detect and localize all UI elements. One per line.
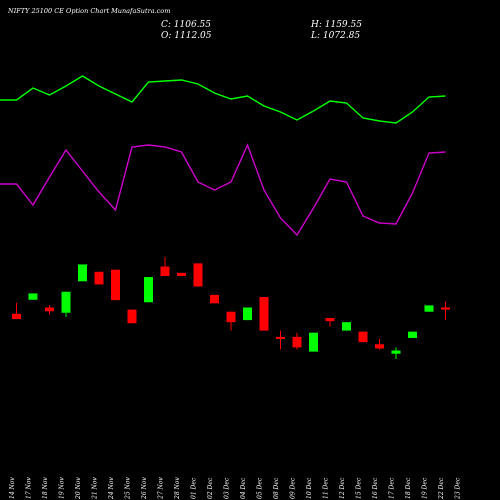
- x-tick-label: 22 Dec: [438, 477, 445, 500]
- x-tick-label: 17 Dec: [389, 477, 396, 499]
- x-tick-label: 15 Dec: [356, 477, 363, 499]
- candle-body: [226, 311, 236, 323]
- x-tick-label: 17 Nov: [26, 477, 33, 499]
- candle-body: [342, 322, 351, 331]
- candle-body: [309, 332, 318, 352]
- candle-body: [292, 336, 302, 348]
- candle-body: [358, 331, 368, 343]
- x-tick-label: 24 Nov: [108, 477, 115, 500]
- x-tick-label: 08 Dec: [273, 477, 280, 499]
- candle-body: [12, 313, 21, 320]
- x-tick-label: 19 Dec: [422, 477, 429, 499]
- candle-body: [193, 263, 203, 287]
- candle-body: [111, 269, 120, 301]
- close-label: C: 1106.55: [161, 20, 211, 30]
- candle-body: [45, 307, 54, 312]
- candle-body: [375, 344, 384, 349]
- x-tick-label: 01 Dec: [191, 477, 198, 499]
- x-tick-label: 10 Dec: [306, 477, 313, 499]
- candle-body: [144, 277, 153, 303]
- indicator-line-2: [0, 143, 446, 237]
- x-tick-label: 09 Dec: [290, 477, 297, 499]
- x-tick-label: 19 Nov: [59, 477, 66, 499]
- candle-body: [78, 264, 87, 282]
- x-tick-label: 18 Dec: [405, 477, 412, 499]
- x-tick-label: 25 Nov: [125, 477, 132, 500]
- candle-body: [276, 336, 285, 339]
- high-label: H: 1159.55: [310, 20, 362, 30]
- x-tick-label: 05 Dec: [257, 477, 264, 499]
- candles: [12, 257, 450, 359]
- candle-body: [259, 297, 269, 331]
- open-label: O: 1112.05: [161, 31, 212, 41]
- candle-body: [177, 272, 186, 276]
- candle-body: [94, 271, 104, 285]
- candle-body: [243, 307, 252, 321]
- x-tick-label: 12 Dec: [339, 477, 346, 499]
- x-tick-label: 23 Dec: [455, 477, 462, 500]
- x-axis-labels: 14 Nov 17 Nov 18 Nov 19 Nov 20 Nov 21 Nov 24 N…: [9, 477, 462, 500]
- candle-body: [28, 293, 38, 300]
- candle-body: [127, 309, 137, 324]
- x-tick-label: 21 Nov: [92, 477, 99, 500]
- x-tick-label: 03 Dec: [224, 477, 231, 499]
- x-tick-label: 16 Dec: [372, 477, 379, 499]
- candle-body: [210, 294, 219, 304]
- candle-body: [160, 266, 170, 276]
- x-tick-label: 04 Dec: [240, 477, 247, 499]
- x-tick-label: 18 Nov: [42, 477, 49, 499]
- candle-body: [408, 331, 417, 338]
- x-tick-label: 27 Nov: [158, 477, 165, 500]
- candle-body: [325, 318, 335, 322]
- chart-title: NIFTY 25100 CE Option Chart MunafaSutra.…: [7, 7, 170, 15]
- indicator-line-1: [0, 75, 446, 124]
- low-label: L: 1072.85: [310, 31, 360, 41]
- x-tick-label: 26 Nov: [141, 477, 148, 500]
- candle-body: [441, 307, 450, 310]
- x-tick-label: 14 Nov: [9, 477, 16, 499]
- candle-body: [424, 305, 434, 312]
- candle-body: [61, 291, 71, 313]
- x-tick-label: 02 Dec: [207, 477, 214, 499]
- x-tick-label: 11 Dec: [323, 477, 330, 499]
- candle-body: [391, 350, 401, 354]
- x-tick-label: 20 Nov: [75, 477, 82, 500]
- x-tick-label: 28 Nov: [174, 477, 181, 500]
- indicator-lines: [0, 75, 446, 237]
